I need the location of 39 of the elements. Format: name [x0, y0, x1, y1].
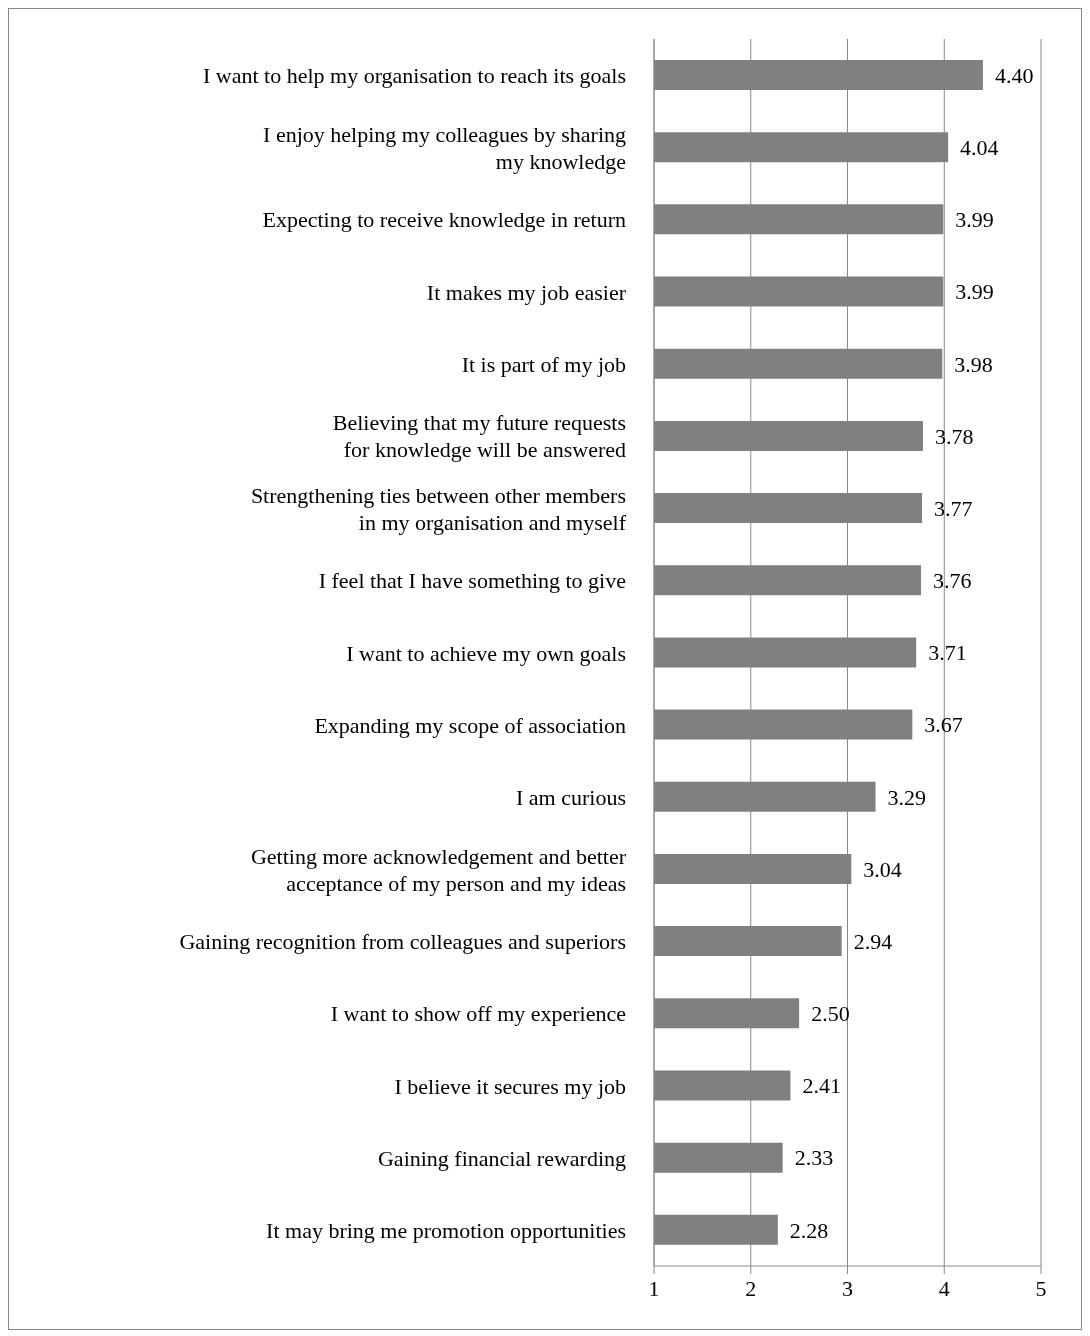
y-tick-label: I feel that I have something to give	[318, 567, 626, 593]
y-tick-label: It is part of my job	[461, 351, 626, 377]
y-tick-label: Believing that my future requests for knowledge will be answered	[332, 409, 626, 462]
x-tick-label: 1	[648, 1275, 660, 1301]
y-tick-label: I enjoy helping my colleagues by sharing my knowledge	[263, 121, 626, 174]
data-label: 3.99	[955, 279, 994, 305]
data-label: 3.67	[924, 712, 963, 738]
y-tick-label: Getting more acknowledgement and better acceptance of my person and my ideas	[250, 843, 627, 896]
x-tick-label: 3	[842, 1275, 853, 1301]
data-label: 2.33	[794, 1145, 834, 1171]
y-tick-label: I want to achieve my own goals	[346, 640, 626, 665]
data-label: 3.99	[955, 207, 994, 233]
y-tick-label: I want to show off my experience	[330, 1000, 626, 1026]
x-tick-label: 4	[938, 1275, 950, 1301]
data-label: 3.98	[954, 351, 993, 377]
data-label: 3.77	[934, 495, 973, 521]
data-label: 2.50	[811, 1001, 850, 1027]
x-tick-label: 2	[745, 1275, 757, 1301]
y-tick-label: It makes my job easier	[426, 279, 627, 305]
y-tick-label: Strengthening ties between other members in my organisation and myself	[250, 482, 627, 535]
data-label: 3.04	[863, 856, 902, 882]
data-label: 3.71	[928, 640, 967, 666]
data-label: 2.94	[853, 928, 893, 954]
y-tick-label: Expanding my scope of association	[314, 712, 626, 738]
y-tick-label: It may bring me promotion opportunities	[266, 1217, 626, 1243]
y-tick-label: I want to help my organisation to reach its goals	[202, 62, 626, 88]
x-tick-label: 5	[1035, 1275, 1047, 1301]
data-label: 3.78	[934, 423, 974, 449]
y-tick-label: Expecting to receive knowledge in return	[262, 206, 626, 232]
data-label: 2.28	[789, 1217, 829, 1243]
y-tick-label: I am curious	[516, 784, 626, 810]
data-label: 3.76	[933, 568, 972, 594]
y-tick-label: I believe it secures my job	[394, 1073, 626, 1099]
y-tick-label: Gaining financial rewarding	[377, 1145, 626, 1171]
data-label: 4.40	[994, 62, 1034, 88]
y-tick-label: Gaining recognition from colleagues and superiors	[179, 928, 626, 954]
data-label: 4.04	[960, 134, 999, 160]
data-label: 2.41	[802, 1073, 841, 1099]
data-label: 3.29	[887, 784, 927, 810]
